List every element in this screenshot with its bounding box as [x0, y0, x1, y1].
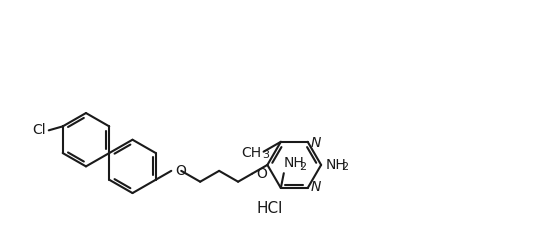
Text: CH: CH: [242, 146, 262, 160]
Text: O: O: [256, 167, 267, 181]
Text: NH: NH: [326, 158, 347, 172]
Text: 3: 3: [262, 150, 270, 160]
Text: 2: 2: [341, 162, 348, 172]
Text: N: N: [311, 180, 321, 194]
Text: O: O: [175, 164, 186, 178]
Text: NH: NH: [284, 156, 305, 170]
Text: 2: 2: [299, 162, 306, 172]
Text: HCl: HCl: [257, 201, 283, 216]
Text: Cl: Cl: [32, 123, 46, 137]
Text: N: N: [311, 136, 321, 150]
